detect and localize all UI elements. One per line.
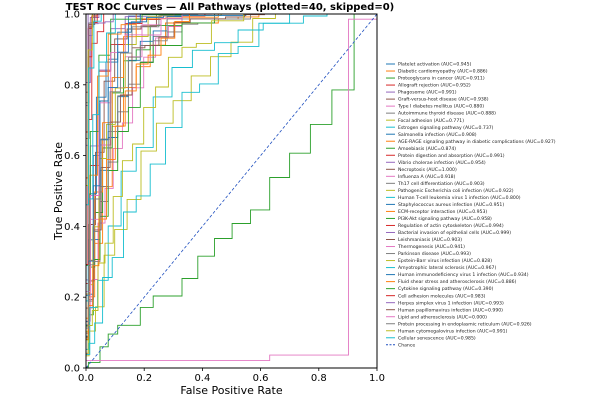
chart-title: TEST ROC Curves — All Pathways (plotted=…	[66, 2, 395, 13]
roc-curve	[85, 13, 377, 368]
legend-entry: Autoimmune thyroid disease (AUC=0.888)	[398, 111, 496, 117]
legend-entry: Epstein-Barr virus infection (AUC=0.828)	[398, 258, 492, 264]
x-axis-label: False Positive Rate	[180, 384, 282, 397]
legend-entry: Human T-cell leukemia virus 1 infection …	[398, 195, 521, 201]
x-tick-label: 0.2	[136, 373, 152, 384]
y-tick-label: 0.2	[64, 293, 80, 304]
legend: Platelet activation (AUC=0.945)Diabetic …	[386, 62, 556, 348]
legend-entry: Human cytomegalovirus infection (AUC=0.9…	[398, 328, 508, 334]
legend-entry: Parkinson disease (AUC=0.993)	[398, 251, 471, 257]
legend-entry: Phagosome (AUC=0.991)	[398, 90, 457, 96]
legend-entry: Bacterial invasion of epithelial cells (…	[398, 230, 511, 236]
legend-entry: Human immunodeficiency virus 1 infection…	[398, 272, 529, 278]
y-tick-label: 0.4	[64, 222, 80, 233]
axis-ticks: 0.0 0.2 0.4 0.6 0.8 1.0 0.0 0.2 0.4 0.6 0.8 1.0	[64, 10, 385, 385]
y-tick-label: 0.8	[64, 80, 80, 91]
legend-entry: Thermogenesis (AUC=0.941)	[397, 244, 465, 250]
legend-entry: Estrogen signaling pathway (AUC=0.737)	[398, 125, 494, 131]
legend-entry: Pathogenic Escherichia coli infection (A…	[398, 188, 514, 194]
legend-entry: Cell adhesion molecules (AUC=0.983)	[398, 293, 486, 299]
legend-entry: Fluid shear stress and atherosclerosis (…	[398, 279, 517, 285]
legend-entry: Cytokine signaling pathway (AUC=0.390)	[398, 286, 494, 292]
y-axis-label: True Positive Rate	[52, 142, 65, 241]
legend-entry: Influenza A (AUC=0.918)	[398, 174, 456, 180]
legend-entry: Amyotrophic lateral sclerosis (AUC=0.967…	[398, 265, 496, 271]
legend-entry: Protein processing in endoplasmic reticu…	[398, 321, 532, 327]
x-tick-label: 0.0	[78, 373, 94, 384]
x-tick-label: 1.0	[369, 373, 385, 384]
legend-entry: Th17 cell differentiation (AUC=0.903)	[397, 181, 485, 187]
legend-entry: Staphylococcus aureus infection (AUC=0.9…	[398, 202, 504, 208]
legend-entry: Herpes simplex virus 1 infection (AUC=0.…	[398, 300, 504, 306]
legend-entry: Proteoglycans in cancer (AUC=0.911)	[398, 76, 485, 82]
legend-entry: Regulation of actin cytoskeleton (AUC=0.…	[398, 223, 504, 229]
legend-entry: Leishmaniasis (AUC=0.903)	[398, 237, 462, 243]
x-tick-label: 0.4	[194, 373, 210, 384]
legend-entry: Type I diabetes mellitus (AUC=0.880)	[397, 104, 484, 110]
legend-entry: Salmonella infection (AUC=0.908)	[398, 132, 477, 138]
legend-entry-chance: Chance	[398, 342, 415, 348]
x-tick-label: 0.6	[253, 373, 269, 384]
legend-entry: Vibrio cholerae infection (AUC=0.954)	[398, 160, 486, 166]
legend-entry: Diabetic cardiomyopathy (AUC=0.886)	[398, 69, 488, 75]
x-tick-label: 0.8	[311, 373, 327, 384]
legend-entry: Amoebiasis (AUC=0.874)	[398, 146, 456, 152]
legend-entry: Necroptosis (AUC=1.000)	[398, 167, 457, 173]
legend-entry: Graft-versus-host disease (AUC=0.938)	[398, 97, 489, 103]
legend-entry: PI3K-Akt signaling pathway (AUC=0.958)	[398, 216, 492, 222]
legend-entry: Lipid and atherosclerosis (AUC=0.000)	[398, 314, 487, 320]
roc-curve	[85, 13, 377, 368]
chance-diagonal	[85, 13, 378, 369]
y-tick-label: 1.0	[64, 10, 80, 21]
plot-frame	[85, 13, 378, 369]
legend-entry: Human papillomavirus infection (AUC=0.99…	[398, 307, 503, 313]
legend-entry: Focal adhesion (AUC=0.771)	[398, 118, 464, 124]
legend-entry: Protein digestion and absorption (AUC=0.…	[398, 153, 505, 159]
legend-entry: Cellular senescence (AUC=0.985)	[398, 335, 476, 341]
legend-entry: Platelet activation (AUC=0.945)	[398, 62, 472, 68]
roc-curve	[85, 14, 378, 368]
legend-entry: AGE-RAGE signaling pathway in diabetic c…	[398, 139, 556, 145]
y-tick-label: 0.6	[64, 151, 80, 162]
y-tick-label: 0.0	[64, 364, 80, 375]
legend-entry: ECM-receptor interaction (AUC=0.953)	[398, 209, 487, 215]
legend-entry: Allograft rejection (AUC=0.952)	[398, 83, 471, 89]
